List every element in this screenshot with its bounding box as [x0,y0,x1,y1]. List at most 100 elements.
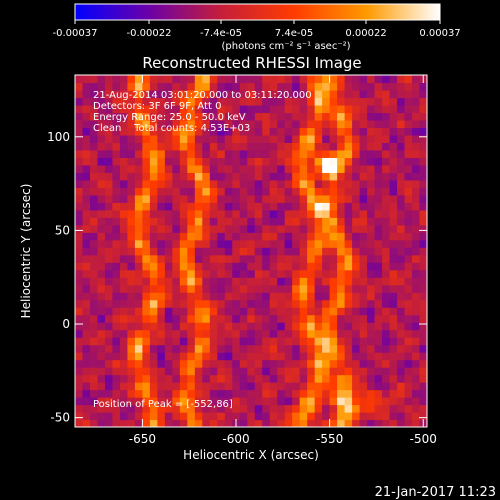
heatmap-cell [322,367,331,376]
heatmap-cell [119,389,129,398]
heatmap-cell [172,404,181,413]
heatmap-cell [172,172,181,181]
heatmap-cell [127,337,136,346]
heatmap-cell [209,322,218,331]
heatmap-cell [262,119,271,129]
heatmap-cell [419,179,427,188]
heatmap-cell [292,112,301,121]
heatmap-cell [217,187,226,196]
heatmap-cell [127,299,136,308]
heatmap-cell [277,397,286,406]
heatmap-cell [262,419,271,427]
heatmap-cell [112,172,121,181]
heatmap-cell [322,239,331,248]
heatmap-cell [284,262,293,271]
heatmap-cell [97,164,106,173]
heatmap-cell [239,194,248,203]
heatmap-cell [187,142,196,151]
heatmap-cell [344,412,353,421]
heatmap-cell [82,329,91,338]
heatmap-cell [232,127,241,136]
heatmap-cell [82,262,91,271]
heatmap-cell [134,412,143,421]
heatmap-cell [322,172,331,181]
heatmap-cell [75,329,84,338]
heatmap-cell [239,314,248,323]
heatmap-cell [142,97,151,106]
heatmap-cell [187,194,196,203]
heatmap-cell [149,254,158,263]
heatmap-cell [224,202,233,211]
heatmap-cell [164,157,173,166]
heatmap-cell [89,217,99,226]
heatmap-cell [359,179,368,188]
heatmap-cell [149,284,158,293]
heatmap-cell [217,104,226,114]
heatmap-cell [194,202,203,211]
heatmap-cell [82,269,91,278]
heatmap-cell [202,352,211,361]
heatmap-cell [179,119,188,129]
heatmap-cell [127,224,136,233]
heatmap-cell [337,209,346,218]
heatmap-cell [352,359,361,368]
heatmap-cell [134,97,143,106]
heatmap-cell [412,397,421,406]
heatmap-cell [419,97,427,106]
heatmap-cell [284,269,293,278]
heatmap-cell [419,269,427,278]
heatmap-cell [119,269,129,278]
heatmap-cell [164,344,173,353]
heatmap-cell [112,127,121,136]
heatmap-cell [149,202,158,211]
heatmap-cell [224,247,233,256]
heatmap-cell [329,359,338,368]
heatmap-cell [359,262,368,271]
heatmap-cell [179,329,188,338]
heatmap-cell [89,112,99,121]
heatmap-cell [127,314,136,323]
heatmap-cell [254,277,263,286]
heatmap-cell [209,329,218,338]
y-axis-label: Heliocentric Y (arcsec) [19,184,33,319]
heatmap-cell [82,382,91,391]
heatmap-cell [164,397,173,406]
heatmap-cell [344,232,353,241]
heatmap-cell [284,187,293,196]
heatmap-cell [164,389,173,398]
heatmap-cell [187,262,196,271]
heatmap-cell [352,149,361,158]
heatmap-cell [232,292,241,301]
heatmap-cell [164,75,173,84]
heatmap-cell [217,194,226,203]
heatmap-cell [97,142,106,151]
heatmap-cell [149,292,158,301]
heatmap-cell [202,299,211,308]
heatmap-cell [119,127,129,136]
heatmap-cell [359,232,368,241]
heatmap-cell [314,329,323,338]
heatmap-cell [134,157,143,166]
heatmap-cell [75,382,84,391]
heatmap-cell [247,292,256,301]
heatmap-cell [382,224,391,233]
heatmap-cell [344,179,353,188]
heatmap-cell [412,329,421,338]
heatmap-cell [224,262,233,271]
heatmap-cell [97,119,106,129]
heatmap-cell [75,232,84,241]
heatmap-cell [194,397,203,406]
heatmap-cell [292,262,301,271]
heatmap-cell [164,104,173,114]
heatmap-cell [239,119,248,129]
heatmap-cell [232,164,241,173]
heatmap-cell [299,134,308,143]
heatmap-cell [382,112,391,121]
heatmap-cell [119,112,129,121]
heatmap-cell [299,194,308,203]
heatmap-cell [134,419,143,427]
heatmap-cell [277,299,286,308]
heatmap-cell [314,322,323,331]
heatmap-cell [389,322,398,331]
heatmap-cell [142,352,151,361]
